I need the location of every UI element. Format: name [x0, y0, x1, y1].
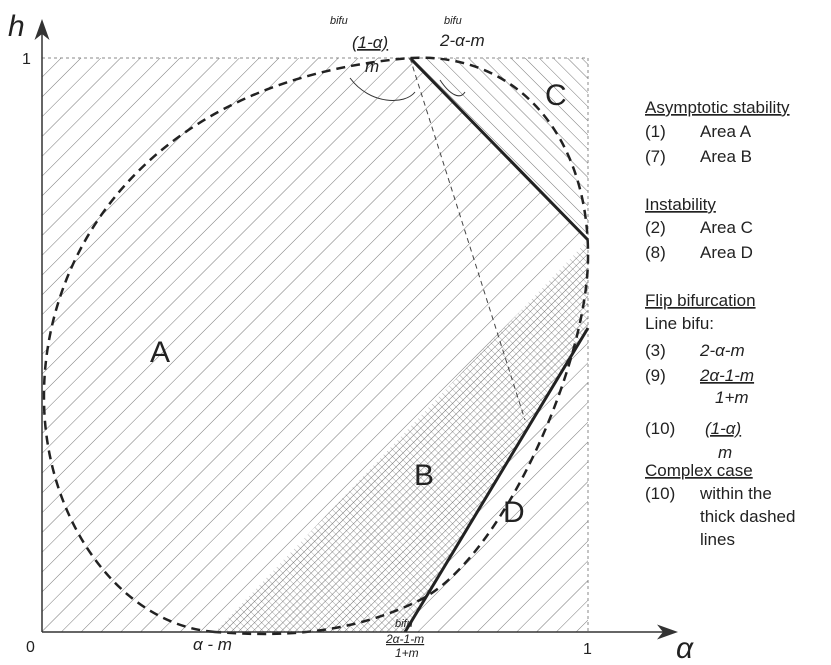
legend-number: (3)	[645, 341, 666, 360]
legend-expression: 2-α-m	[699, 341, 745, 360]
legend-number: (8)	[645, 243, 666, 262]
legend-expression: m	[718, 443, 732, 462]
thick-line-d	[403, 327, 590, 633]
legend-text: thick dashed	[700, 507, 795, 526]
legend-number: (1)	[645, 122, 666, 141]
legend-heading: Instability	[645, 195, 716, 214]
legend: Asymptotic stability (1) Area A (7) Area…	[645, 98, 795, 549]
region-label: D	[503, 496, 525, 529]
annotation: 1+m	[395, 646, 419, 660]
region-label: C	[545, 79, 567, 112]
annotation: 2α-1-m	[385, 632, 424, 646]
legend-subheading: Line bifu:	[645, 314, 714, 333]
x-label: α	[676, 632, 694, 660]
legend-text: Area A	[700, 122, 752, 141]
pointer-arc	[349, 77, 416, 101]
region-label: A	[150, 336, 170, 369]
annotation: bifu	[444, 15, 462, 27]
origin: 0	[26, 639, 35, 656]
dashed-ellipse	[42, 56, 590, 636]
thin-dashed	[409, 57, 526, 421]
annotation: bifu	[330, 15, 348, 27]
legend-text: within the	[699, 484, 772, 503]
legend-number: (10)	[645, 419, 675, 438]
y-label: h	[8, 10, 25, 43]
legend-number: (2)	[645, 218, 666, 237]
legend-heading: Flip bifurcation	[645, 291, 756, 310]
legend-text: Area C	[700, 218, 753, 237]
annotation: α - m	[193, 635, 232, 654]
legend-heading: Complex case	[645, 461, 753, 480]
legend-text: Area B	[700, 147, 752, 166]
legend-expression: (1-α)	[705, 419, 741, 438]
legend-number: (9)	[645, 366, 666, 385]
legend-heading: Asymptotic stability	[645, 98, 790, 117]
region-label: B	[414, 459, 434, 492]
annotation: bifu	[395, 618, 413, 630]
legend-text: lines	[700, 530, 735, 549]
thick-line-c	[408, 56, 590, 242]
hatch-b	[215, 240, 588, 632]
pointer-arc	[439, 79, 466, 97]
x-end: 1	[583, 641, 592, 658]
legend-number: (10)	[645, 484, 675, 503]
legend-text: Area D	[700, 243, 753, 262]
annotation: m	[365, 57, 379, 76]
regions	[42, 58, 588, 632]
legend-number: (7)	[645, 147, 666, 166]
legend-expression: 1+m	[715, 388, 749, 407]
legend-expression: 2α-1-m	[699, 366, 754, 385]
annotation: (1-α)	[352, 33, 388, 52]
annotation: 2-α-m	[439, 31, 485, 50]
y-end: 1	[22, 51, 31, 68]
